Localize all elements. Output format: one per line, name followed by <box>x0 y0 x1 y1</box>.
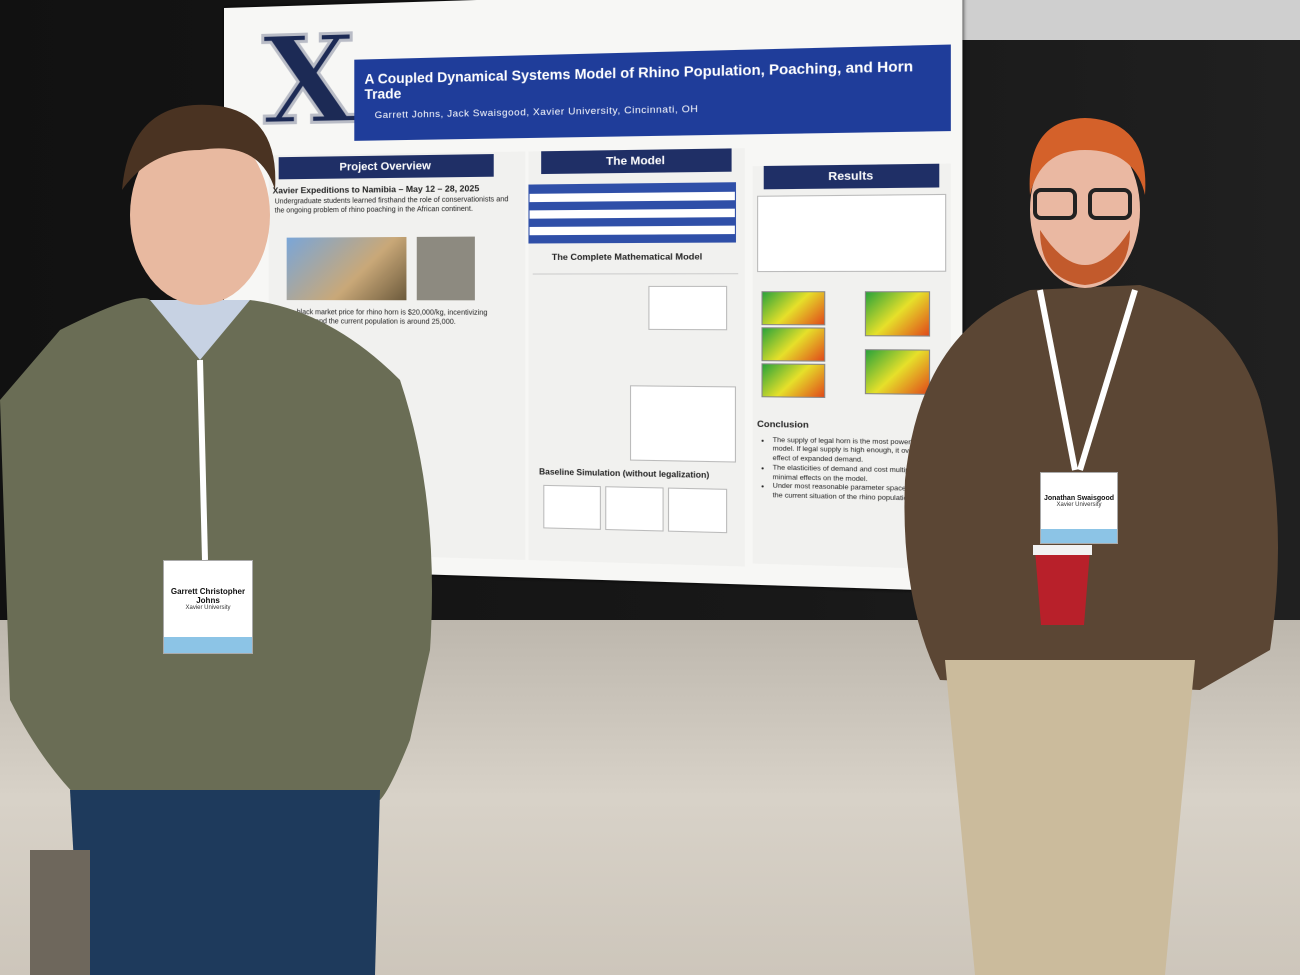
lanyard <box>197 359 208 561</box>
badge-name: Jonathan Swaisgood <box>1043 495 1114 502</box>
name-badge: Jonathan Swaisgood Xavier University <box>1040 472 1118 544</box>
sweater <box>0 298 432 800</box>
glasses <box>1088 188 1132 220</box>
badge-ribbon <box>1041 529 1117 543</box>
face <box>130 125 270 305</box>
hair <box>1029 118 1146 195</box>
collar <box>150 300 250 360</box>
cup-lid <box>1033 545 1092 555</box>
cup <box>1035 550 1090 625</box>
pants <box>70 790 380 975</box>
badge-name: Garrett Christopher Johns <box>170 587 246 605</box>
beard <box>1040 230 1130 285</box>
badge-ribbon <box>164 637 252 653</box>
lanyard <box>1077 289 1138 471</box>
badge-affiliation: Xavier University <box>185 605 231 611</box>
face <box>1030 132 1140 288</box>
bag <box>30 850 90 975</box>
lanyard <box>1037 289 1078 471</box>
badge-affiliation: Xavier University <box>1056 502 1102 508</box>
glasses <box>1033 188 1077 220</box>
hair <box>122 104 276 190</box>
pants <box>945 660 1195 975</box>
name-badge: Garrett Christopher Johns Xavier Univers… <box>163 560 253 654</box>
